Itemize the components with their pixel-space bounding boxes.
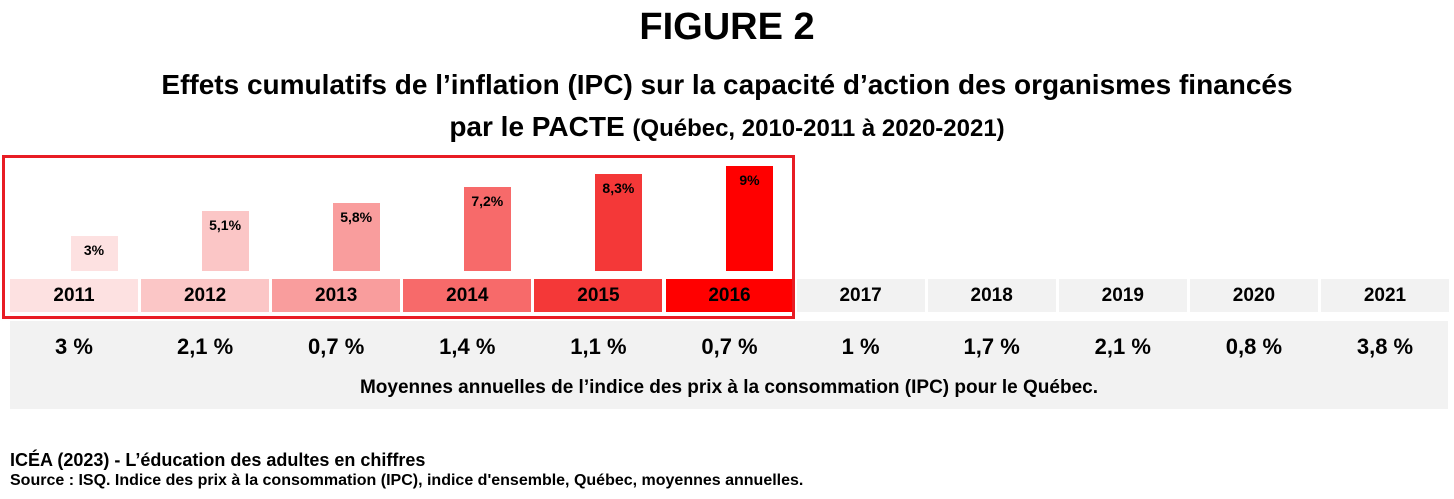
title-sub: (Québec, 2010-2011 à 2020-2021) <box>632 115 1005 142</box>
ipc-value: 2,1 % <box>176 334 234 359</box>
year-cell: 2018 <box>927 279 1056 312</box>
ipc-value: 0,8 % <box>1225 334 1283 359</box>
year-cell: 2019 <box>1058 279 1187 312</box>
ipc-table <box>10 321 1448 409</box>
ipc-value: 1,4 % <box>439 334 496 359</box>
year-cell: 2011 <box>10 279 138 312</box>
ipc-value: 0,7 % <box>308 334 365 359</box>
bar-2012 <box>201 211 249 271</box>
bar-value-label: 8,3% <box>602 179 635 196</box>
chart-title: Effets cumulatifs de l’inflation (IPC) s… <box>60 64 1394 150</box>
bar-value-label: 5,8% <box>340 209 373 226</box>
source-line-1: ICÉA (2023) - L’éducation des adultes en… <box>10 450 426 470</box>
bar-value-label: 3% <box>83 241 105 258</box>
year-cell: 2013 <box>272 279 401 312</box>
ipc-value: 1,7 % <box>963 334 1020 359</box>
source-line-2: Source : ISQ. Indice des prix à la conso… <box>10 472 804 489</box>
year-cell: 2015 <box>534 279 663 312</box>
year-cell: 2016 <box>665 279 794 312</box>
bar-value-label: 7,2% <box>471 192 504 209</box>
bar-2016 <box>726 165 773 271</box>
title-main: Effets cumulatifs de l’inflation (IPC) s… <box>161 69 1293 100</box>
figure-label: FIGURE 2 <box>639 6 815 48</box>
year-cell: 2014 <box>403 279 532 312</box>
year-cell: 2012 <box>141 279 270 312</box>
ipc-value: 1 % <box>841 334 880 359</box>
ipc-value: 0,7 % <box>701 334 758 359</box>
bar-2011 <box>70 235 118 271</box>
bar-value-label: 5,1% <box>209 217 242 234</box>
bar-2014 <box>463 186 511 271</box>
ipc-value: 2,1 % <box>1094 334 1151 359</box>
ipc-value: 3 % <box>55 334 93 359</box>
title-line2: par le PACTE <box>449 111 625 142</box>
bar-2013 <box>332 203 380 271</box>
ipc-value: 3,8 % <box>1356 334 1414 359</box>
ipc-caption: Moyennes annuelles de l’indice des prix … <box>359 377 1098 398</box>
bar-2015 <box>594 173 642 271</box>
year-cell: 2021 <box>1321 279 1449 312</box>
year-cell: 2020 <box>1189 279 1318 312</box>
year-cell: 2017 <box>796 279 925 312</box>
ipc-value: 1,1 % <box>570 334 627 359</box>
highlight-frame <box>2 155 795 319</box>
bar-value-label: 9% <box>739 171 760 188</box>
